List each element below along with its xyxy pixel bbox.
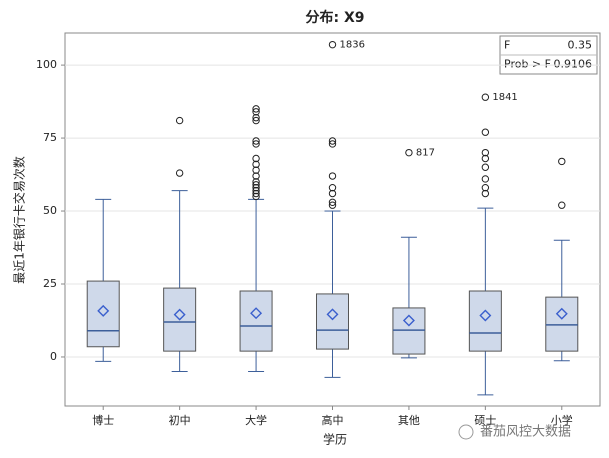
outlier	[481, 154, 490, 163]
x-tick-label: 小学	[551, 413, 573, 427]
outlier	[328, 40, 337, 49]
mean	[326, 308, 339, 321]
outlier	[252, 186, 260, 195]
mean	[479, 309, 492, 322]
outlier-label: 1836	[340, 40, 365, 51]
outlier	[328, 172, 337, 180]
stats-box: F 0.35 Prob > F 0.9106	[499, 35, 598, 75]
x-axis-label: 学历	[323, 432, 347, 447]
x-tick-label: 初中	[169, 413, 191, 427]
watermark-icon	[458, 424, 474, 440]
outlier	[481, 163, 490, 171]
outlier	[252, 105, 260, 113]
mean	[250, 307, 263, 320]
mean	[97, 304, 110, 317]
y-tick-label: 25	[43, 277, 57, 290]
stats-value: 0.35	[568, 39, 593, 52]
x-tick-label: 其他	[398, 414, 420, 427]
outlier	[558, 157, 566, 166]
watermark-group: 番茄风控大数据	[458, 424, 571, 440]
outlier	[328, 140, 337, 148]
outlier	[175, 169, 184, 177]
outlier-label: 817	[416, 148, 435, 159]
y-tick-label: 75	[43, 131, 57, 144]
y-tick-label: 50	[43, 204, 57, 217]
outlier	[252, 192, 260, 201]
outlier	[405, 148, 413, 157]
mean	[402, 314, 415, 327]
outlier	[252, 178, 260, 186]
outlier	[328, 198, 337, 206]
outlier	[252, 172, 260, 180]
outlier	[252, 116, 260, 125]
mean	[173, 308, 186, 321]
stats-value: 0.9106	[554, 58, 593, 71]
outlier	[328, 137, 337, 145]
mean	[555, 307, 568, 320]
watermark: 番茄风控大数据	[480, 425, 571, 440]
x-tick-label: 硕士	[474, 414, 496, 427]
y-tick-label: 0	[50, 350, 57, 363]
y-axis-label: 最近1年银行卡交易次数	[12, 156, 27, 284]
outlier	[328, 201, 337, 209]
outlier	[252, 183, 260, 192]
stats-label: F	[504, 39, 510, 52]
outlier	[252, 113, 260, 122]
outlier	[252, 189, 260, 198]
box	[239, 290, 273, 352]
stats-label: Prob > F	[504, 58, 551, 71]
outlier	[328, 189, 337, 198]
x-tick-label: 大学	[245, 413, 267, 427]
outlier	[252, 108, 260, 116]
x-tick-label: 高中	[322, 413, 344, 427]
outlier	[252, 160, 260, 169]
outlier	[252, 166, 260, 174]
outlier	[252, 137, 260, 145]
outlier	[252, 140, 260, 148]
y-tick-label: 100	[36, 58, 57, 71]
outlier	[175, 116, 184, 125]
outlier	[481, 175, 490, 183]
outlier	[481, 189, 490, 198]
outlier	[481, 128, 490, 136]
box	[316, 293, 349, 350]
outlier	[328, 183, 337, 192]
outlier	[252, 154, 260, 163]
outlier	[252, 181, 260, 189]
box	[86, 280, 120, 348]
chart-title: 分布: X9	[305, 9, 364, 26]
outlier	[481, 148, 490, 157]
outlier-label: 1841	[492, 92, 517, 103]
outlier	[558, 201, 566, 209]
outlier	[481, 183, 490, 192]
x-tick-label: 博士	[92, 414, 114, 427]
outlier	[481, 93, 490, 101]
